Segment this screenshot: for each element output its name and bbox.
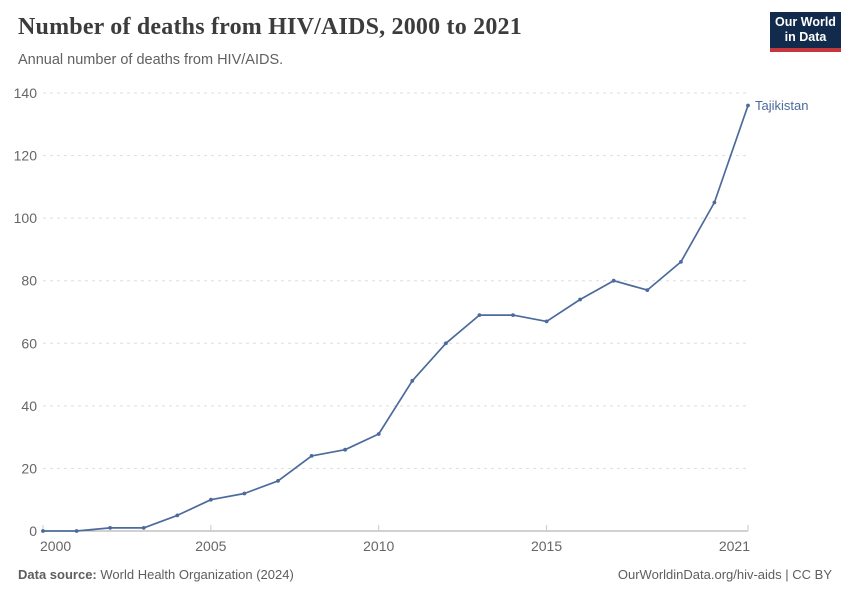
data-point-marker	[74, 529, 79, 533]
data-point-marker	[645, 288, 650, 292]
owid-logo: Our World in Data	[770, 12, 841, 52]
data-line	[42, 104, 749, 532]
data-point-marker	[276, 479, 280, 483]
data-source-text: World Health Organization (2024)	[100, 567, 294, 582]
data-point-marker	[746, 103, 750, 108]
y-tick-label: 0	[29, 523, 37, 539]
series-label: Tajikistan	[755, 98, 808, 113]
data-point-marker	[141, 526, 146, 530]
page-title: Number of deaths from HIV/AIDS, 2000 to …	[18, 14, 522, 40]
data-point-marker	[209, 497, 213, 502]
data-point-marker	[544, 319, 549, 324]
data-point-marker	[444, 341, 448, 346]
data-point-marker	[712, 200, 717, 205]
owid-logo-line2: in Data	[784, 30, 827, 44]
x-tick-label: 2021	[719, 538, 750, 554]
chart-subtitle: Annual number of deaths from HIV/AIDS.	[18, 52, 284, 68]
data-point-marker	[309, 454, 314, 458]
y-tick-label: 120	[14, 148, 38, 164]
data-point-marker	[41, 529, 45, 533]
owid-logo-line1: Our World	[775, 15, 836, 29]
data-point-marker	[611, 278, 616, 283]
y-tick-label: 80	[21, 273, 37, 289]
x-tick-label: 2005	[195, 538, 226, 554]
x-tick-label: 2000	[40, 538, 71, 554]
owid-url-link[interactable]: OurWorldinData.org/hiv-aids | CC BY	[617, 567, 832, 582]
data-point-marker	[477, 313, 482, 317]
data-source: Data source: World Health Organization (…	[18, 567, 294, 582]
x-tick-label: 2015	[531, 538, 562, 554]
y-tick-label: 100	[14, 210, 38, 226]
data-source-label: Data source:	[18, 567, 97, 582]
y-tick-label: 20	[21, 460, 37, 476]
data-point-marker	[175, 513, 180, 518]
data-point-marker	[242, 491, 247, 496]
data-point-marker	[578, 297, 582, 302]
data-point-marker	[511, 313, 515, 317]
x-tick-label: 2010	[363, 538, 394, 554]
y-tick-label: 40	[21, 398, 37, 414]
y-tick-label: 60	[21, 335, 37, 351]
data-point-marker	[343, 447, 347, 452]
data-point-marker	[679, 260, 683, 264]
data-point-marker	[410, 378, 415, 383]
y-tick-label: 140	[14, 85, 38, 101]
chart-footer: Data source: World Health Organization (…	[18, 567, 832, 582]
data-point-marker	[108, 526, 112, 530]
data-point-marker	[376, 432, 381, 436]
